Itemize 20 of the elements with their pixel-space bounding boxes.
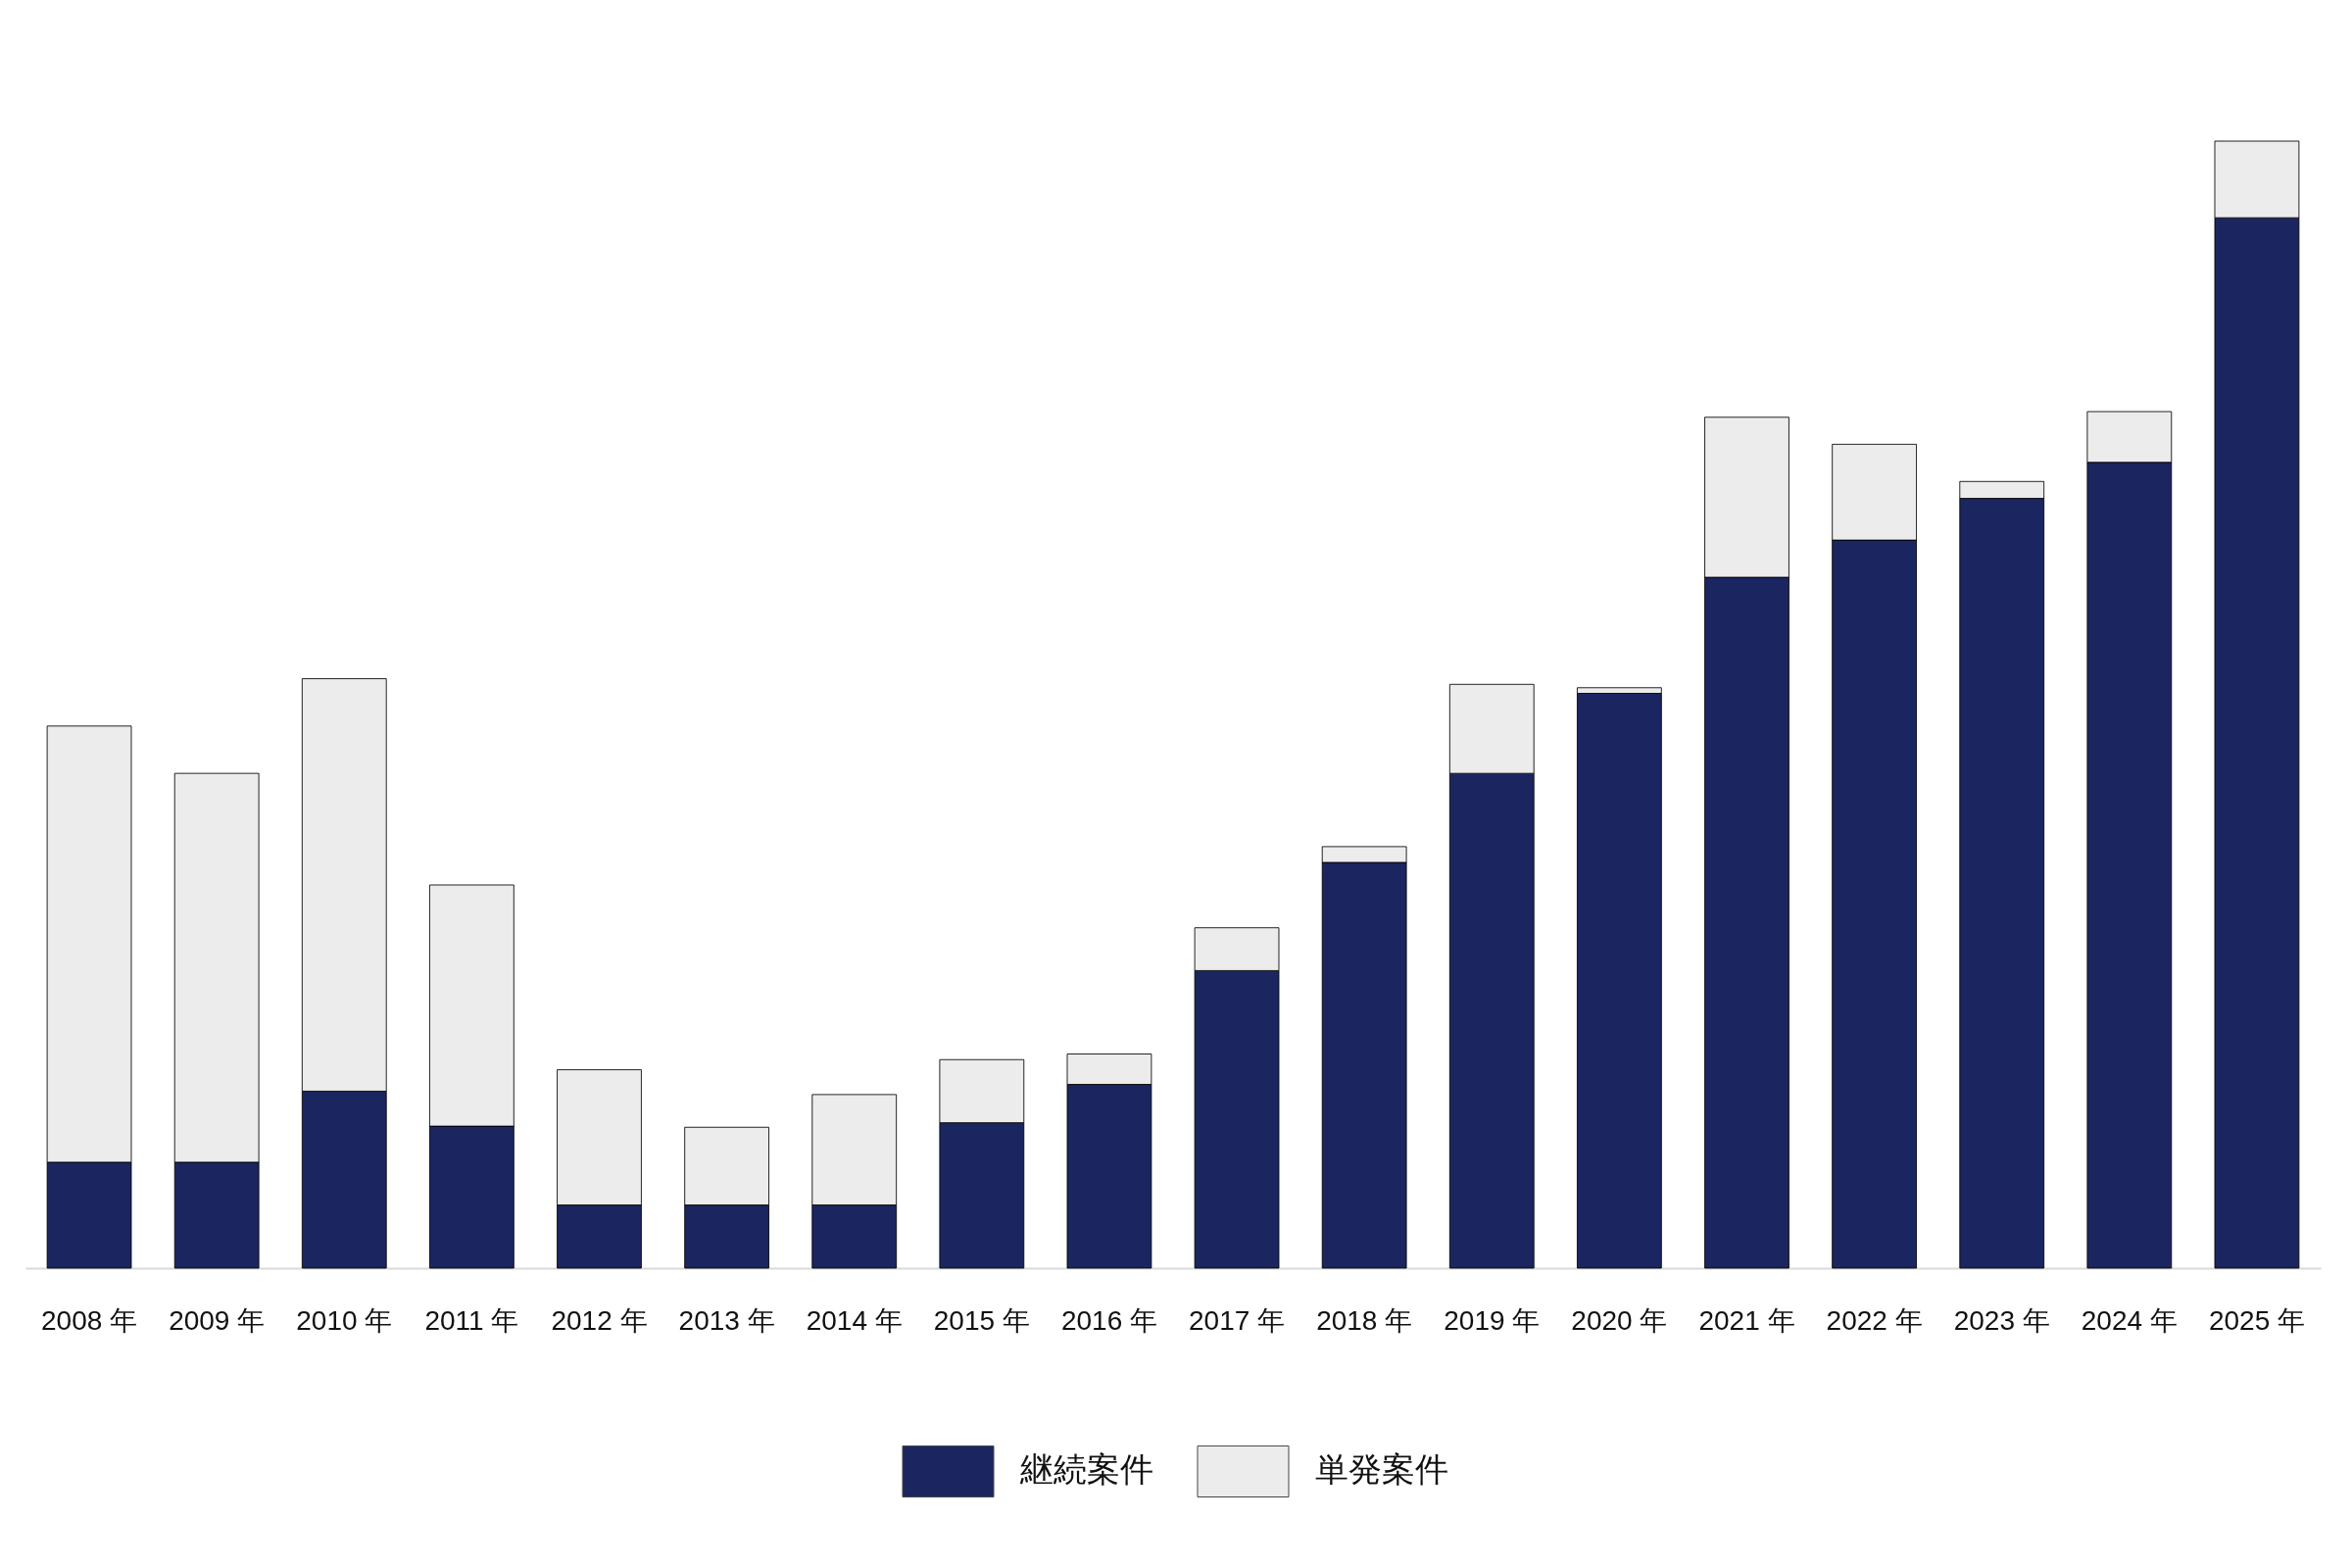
x-tick-label: 2014 年 <box>806 1304 903 1336</box>
x-tick-label: 2011 年 <box>424 1304 519 1336</box>
x-tick-label: 2024 年 <box>2081 1304 2178 1336</box>
legend-label: 継続案件 <box>1018 1450 1153 1489</box>
x-tick-label: 2022 年 <box>1826 1304 1923 1336</box>
x-tick-label: 2017 年 <box>1189 1304 1286 1336</box>
x-tick-label: 2023 年 <box>1953 1304 2050 1336</box>
x-tick-label: 2019 年 <box>1444 1304 1541 1336</box>
x-tick-label: 2016 年 <box>1060 1304 1157 1336</box>
x-tick-label: 2009 年 <box>169 1304 266 1336</box>
x-tick-label: 2018 年 <box>1316 1304 1413 1336</box>
x-tick-label: 2025 年 <box>2208 1304 2305 1336</box>
legend-label: 単発案件 <box>1314 1450 1448 1489</box>
x-tick-label: 2008 年 <box>41 1304 138 1336</box>
x-tick-label: 2015 年 <box>933 1304 1030 1336</box>
x-tick-label: 2010 年 <box>296 1304 393 1336</box>
x-tick-label: 2020 年 <box>1571 1304 1668 1336</box>
x-tick-label: 2012 年 <box>551 1304 648 1336</box>
x-tick-label: 2013 年 <box>678 1304 775 1336</box>
x-tick-label: 2021 年 <box>1698 1304 1795 1336</box>
